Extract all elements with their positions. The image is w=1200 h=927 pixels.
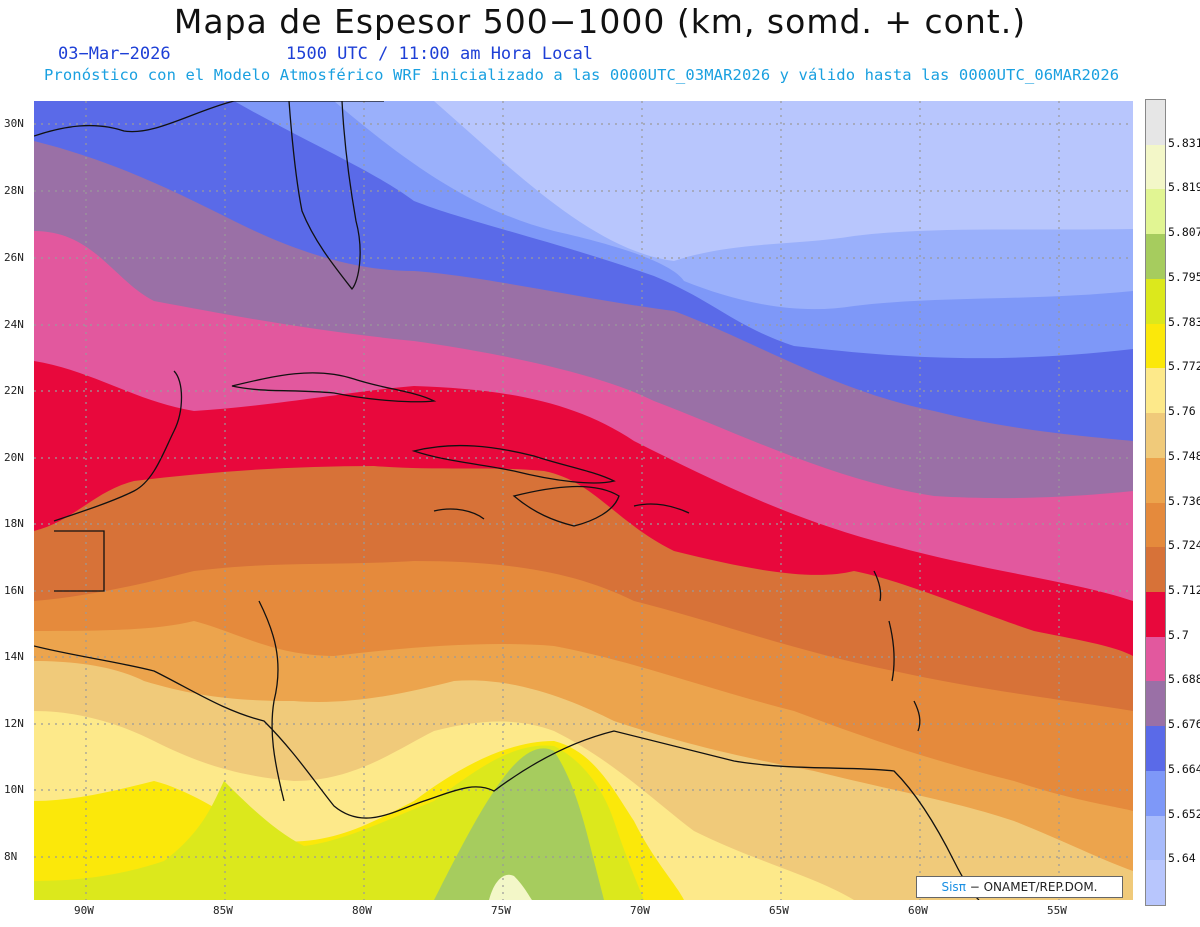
colorbar-label: 5.64 xyxy=(1168,851,1196,866)
lon-label-80w: 80W xyxy=(352,904,372,917)
colorbar-label: 5.664 xyxy=(1168,761,1200,776)
colorbar-segment xyxy=(1146,860,1165,906)
colorbar-segment xyxy=(1146,502,1165,548)
colorbar-segment xyxy=(1146,591,1165,638)
colorbar-label: 5.7 xyxy=(1168,627,1189,642)
lon-label-75w: 75W xyxy=(491,904,511,917)
colorbar-label: 5.748 xyxy=(1168,448,1200,463)
colorbar-label: 5.724 xyxy=(1168,538,1200,553)
colorbar-segment xyxy=(1146,726,1165,772)
colorbar-segment xyxy=(1146,234,1165,280)
thickness-map xyxy=(34,101,1133,900)
lat-label-20n: 20N xyxy=(4,451,24,464)
colorbar-label: 5.831 xyxy=(1168,135,1200,150)
lat-label-26n: 26N xyxy=(4,251,24,264)
colorbar-segment xyxy=(1146,457,1165,503)
band-5820 xyxy=(434,748,604,900)
lat-label-28n: 28N xyxy=(4,184,24,197)
colorbar xyxy=(1145,99,1166,906)
lon-label-90w: 90W xyxy=(74,904,94,917)
colorbar-segment xyxy=(1146,100,1165,146)
lat-label-14n: 14N xyxy=(4,650,24,663)
lon-label-70w: 70W xyxy=(630,904,650,917)
band-5832 xyxy=(489,874,532,900)
colorbar-label: 5.783 xyxy=(1168,314,1200,329)
lat-label-8n: 8N xyxy=(4,850,18,863)
lat-label-10n: 10N xyxy=(4,783,24,796)
colorbar-segment xyxy=(1146,144,1165,190)
colorbar-label: 5.688 xyxy=(1168,672,1200,687)
colorbar-segment xyxy=(1146,368,1165,414)
colorbar-label: 5.712 xyxy=(1168,582,1200,597)
colorbar-label: 5.736 xyxy=(1168,493,1200,508)
credit-text: − ONAMET/REP.DOM. xyxy=(965,880,1098,894)
sispi-logo: Sisπ xyxy=(941,880,966,894)
gridlines xyxy=(34,101,1133,900)
colorbar-label: 5.676 xyxy=(1168,717,1200,732)
lat-label-22n: 22N xyxy=(4,384,24,397)
lon-label-65w: 65W xyxy=(769,904,789,917)
colorbar-segment xyxy=(1146,681,1165,727)
lat-label-16n: 16N xyxy=(4,584,24,597)
colorbar-label: 5.652 xyxy=(1168,806,1200,821)
colorbar-label: 5.819 xyxy=(1168,180,1200,195)
colorbar-segment xyxy=(1146,815,1165,861)
colorbar-label: 5.772 xyxy=(1168,359,1200,374)
colorbar-segment xyxy=(1146,323,1165,369)
lon-label-60w: 60W xyxy=(908,904,928,917)
lon-label-55w: 55W xyxy=(1047,904,1067,917)
colorbar-segment xyxy=(1146,770,1165,817)
lat-label-24n: 24N xyxy=(4,318,24,331)
lat-label-18n: 18N xyxy=(4,517,24,530)
colorbar-label: 5.807 xyxy=(1168,225,1200,240)
colorbar-segment xyxy=(1146,636,1165,682)
colorbar-label: 5.795 xyxy=(1168,269,1200,284)
colorbar-label: 5.76 xyxy=(1168,404,1196,419)
lat-label-30n: 30N xyxy=(4,117,24,130)
map-title: Mapa de Espesor 500−1000 (km, somd. + co… xyxy=(173,2,1027,41)
coastlines xyxy=(34,101,980,900)
forecast-time: 1500 UTC / 11:00 am Hora Local xyxy=(286,44,594,64)
colorbar-segment xyxy=(1146,547,1165,593)
colorbar-segment xyxy=(1146,189,1165,235)
colorbar-segment xyxy=(1146,278,1165,325)
forecast-date: 03−Mar−2026 xyxy=(58,44,171,64)
colorbar-segment xyxy=(1146,413,1165,459)
forecast-description: Pronóstico con el Modelo Atmosférico WRF… xyxy=(44,66,1120,84)
lat-label-12n: 12N xyxy=(4,717,24,730)
credit-box: Sisπ − ONAMET/REP.DOM. xyxy=(916,876,1123,898)
lon-label-85w: 85W xyxy=(213,904,233,917)
